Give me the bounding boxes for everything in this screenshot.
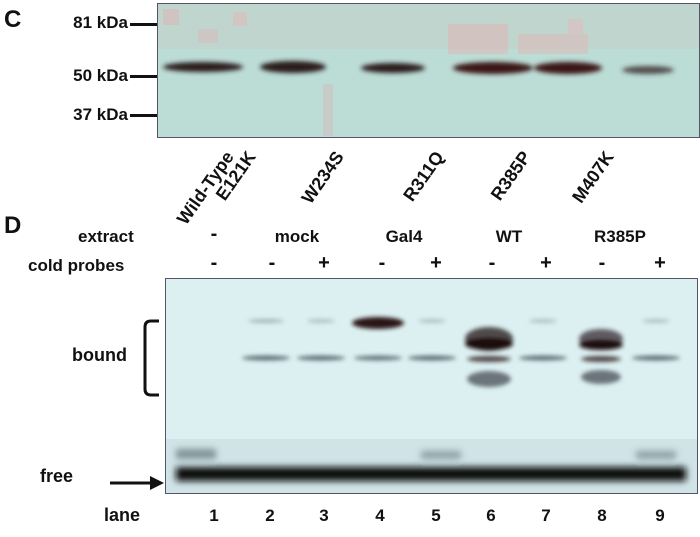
free-label: free [40,466,74,486]
lane-label: lane [104,505,141,525]
lane-number-9: 9 [655,506,665,525]
extract-group-r385p: R385P [594,227,646,246]
cold-probe-lane-8: - [598,252,606,274]
cold-probe-lane-9: + [654,252,666,274]
gel-shifted-bands [352,317,623,387]
lane-label-w234s: W234S [297,147,348,208]
lane-number-6: 6 [486,506,496,525]
western-blot-image [158,4,699,137]
lane-number-5: 5 [431,506,441,525]
emsa-gel-image [166,279,697,493]
lane-number-3: 3 [319,506,329,525]
cold-probe-lane-4: - [378,252,386,274]
lane-label-r311q: R311Q [399,147,448,205]
marker-tick-81 [130,23,157,26]
bound-label: bound [72,345,127,365]
lane-label-m407k: M407K [568,147,618,207]
cold-probe-lane-5: + [430,252,442,274]
cold-probe-lane-6: - [488,252,496,274]
lane-number-1: 1 [209,506,219,525]
extract-group-none: - [210,223,218,245]
lane-label-r385p: R385P [486,147,535,205]
marker-tick-37 [130,114,157,117]
free-arrow-icon [110,476,164,490]
cold-probe-lane-7: + [540,252,552,274]
lane-number-4: 4 [375,506,385,525]
marker-tick-50 [130,75,157,78]
gel-faint-bands [242,319,680,361]
marker-label-50: 50 kDa [73,66,128,85]
cold-probes-label: cold probes [28,256,125,275]
extract-group-gal4: Gal4 [385,227,423,246]
marker-label-81: 81 kDa [73,13,128,32]
cold-probe-lane-2: - [268,252,276,274]
blot-bands [163,61,674,74]
gel-free-probe [176,449,686,481]
bound-bracket [143,319,159,397]
lane-number-7: 7 [541,506,551,525]
cold-probe-lane-3: + [318,252,330,274]
panel-d-letter: D [4,212,22,239]
extract-group-mock: mock [274,227,320,246]
lane-number-8: 8 [597,506,607,525]
emsa-gel [165,278,698,494]
extract-group-wt: WT [495,227,523,246]
panel-c-letter: C [4,6,22,33]
western-blot [157,3,700,138]
lane-number-2: 2 [265,506,275,525]
marker-label-37: 37 kDa [73,105,128,124]
cold-probe-lane-1: - [210,252,218,274]
extract-label: extract [78,227,134,246]
